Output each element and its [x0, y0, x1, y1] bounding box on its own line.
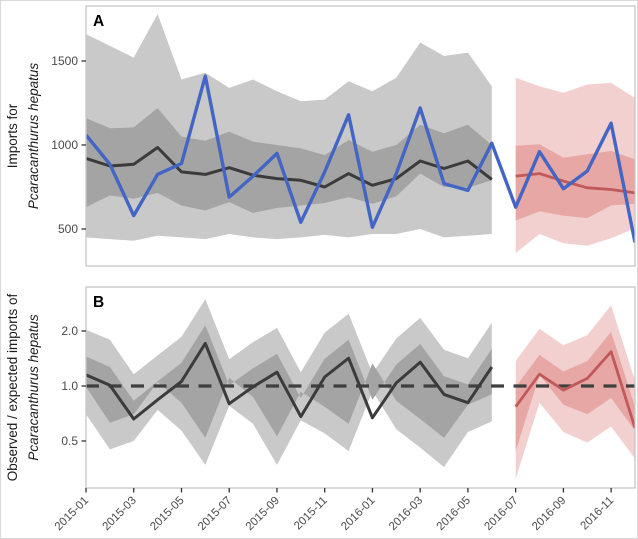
panel-b-plot-area	[86, 299, 635, 479]
panel-a-border	[85, 5, 636, 267]
panel-a-y-tick-label: 500	[58, 222, 78, 236]
panel-b-y-tick-label: 0.5	[61, 434, 78, 448]
panel-b-border	[85, 286, 636, 489]
panel-a-expected-line-forecast	[515, 172, 635, 195]
panel-b-letter: B	[93, 294, 104, 311]
panel-a-y-axis-title-line1: Imports for	[5, 103, 20, 168]
panel-b-y-tick-label: 2.0	[61, 324, 78, 338]
panel-b-y-tick-label: 1.0	[61, 379, 78, 393]
panel-a-y-tick-label: 1500	[51, 54, 78, 68]
panel-b-inner-band-historical	[86, 325, 492, 438]
panel-a-expected-line-historical	[86, 146, 493, 189]
panel-b-inner-band-forecast	[515, 331, 635, 452]
panel-b-ratio-line-historical	[86, 341, 494, 421]
panel-a-observed-line	[86, 74, 635, 243]
panel-a-plot-area	[86, 14, 635, 253]
panel-a-y-axis-title-line2: Pcaracanthurus hepatus	[26, 63, 41, 210]
panel-b-y-axis-title-line1: Observed / expected imports of	[5, 293, 20, 481]
panel-b-y-axis-title-line2: Pcaracanthurus hepatus	[26, 314, 41, 461]
panel-a-letter: A	[93, 13, 104, 30]
panel-b-ratio-line-forecast	[514, 350, 635, 429]
panel-a-y-tick-label: 1000	[51, 138, 78, 152]
